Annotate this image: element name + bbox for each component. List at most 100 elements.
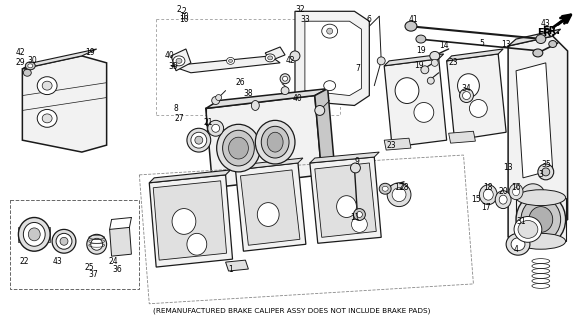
- Ellipse shape: [283, 76, 288, 81]
- Text: 15: 15: [472, 195, 481, 204]
- Polygon shape: [18, 228, 50, 242]
- Text: 40: 40: [293, 94, 303, 103]
- Polygon shape: [206, 96, 322, 188]
- Text: 8: 8: [174, 104, 178, 113]
- Polygon shape: [22, 49, 97, 69]
- Polygon shape: [310, 152, 379, 163]
- Ellipse shape: [521, 184, 545, 206]
- Ellipse shape: [514, 217, 542, 242]
- Polygon shape: [236, 158, 303, 170]
- Text: 13: 13: [501, 39, 511, 49]
- Text: 14: 14: [439, 42, 449, 51]
- Polygon shape: [315, 163, 376, 237]
- Ellipse shape: [353, 209, 366, 220]
- Text: 42: 42: [285, 56, 295, 65]
- Text: 21: 21: [204, 118, 214, 127]
- Text: 20: 20: [498, 187, 508, 196]
- Ellipse shape: [42, 114, 52, 123]
- Text: 30: 30: [27, 56, 37, 65]
- Text: 12: 12: [394, 183, 404, 192]
- Text: 5: 5: [479, 38, 484, 48]
- Text: 7: 7: [355, 64, 360, 73]
- Polygon shape: [305, 21, 362, 96]
- Ellipse shape: [60, 237, 68, 245]
- Text: 42: 42: [16, 48, 25, 57]
- Text: 36: 36: [113, 265, 122, 274]
- Ellipse shape: [265, 54, 275, 62]
- Polygon shape: [236, 163, 306, 251]
- Ellipse shape: [350, 163, 360, 173]
- Polygon shape: [449, 131, 476, 143]
- Ellipse shape: [479, 185, 497, 204]
- Polygon shape: [171, 56, 280, 73]
- Ellipse shape: [460, 89, 473, 102]
- Ellipse shape: [212, 124, 219, 132]
- Ellipse shape: [28, 228, 40, 241]
- Text: 17: 17: [481, 203, 491, 212]
- Ellipse shape: [512, 188, 519, 196]
- Text: 19: 19: [414, 61, 424, 70]
- Text: 27: 27: [174, 114, 184, 123]
- Ellipse shape: [187, 233, 207, 255]
- Ellipse shape: [18, 218, 50, 251]
- Ellipse shape: [23, 222, 45, 246]
- Ellipse shape: [521, 198, 560, 241]
- Text: 10: 10: [179, 12, 189, 21]
- Text: 6: 6: [367, 15, 371, 24]
- Ellipse shape: [352, 217, 367, 232]
- Ellipse shape: [261, 126, 289, 158]
- Text: 29: 29: [16, 58, 25, 67]
- Ellipse shape: [463, 92, 470, 100]
- Ellipse shape: [511, 238, 525, 251]
- Polygon shape: [109, 228, 132, 256]
- Ellipse shape: [25, 62, 35, 70]
- Ellipse shape: [187, 128, 211, 152]
- Ellipse shape: [212, 97, 219, 105]
- Ellipse shape: [414, 102, 433, 122]
- Ellipse shape: [322, 24, 338, 38]
- Ellipse shape: [268, 56, 273, 60]
- Ellipse shape: [91, 238, 102, 250]
- Ellipse shape: [255, 120, 295, 164]
- Ellipse shape: [42, 81, 52, 90]
- Ellipse shape: [252, 100, 259, 110]
- Ellipse shape: [326, 28, 333, 34]
- Ellipse shape: [549, 41, 557, 47]
- Ellipse shape: [257, 203, 279, 227]
- Polygon shape: [295, 11, 369, 106]
- Ellipse shape: [191, 132, 207, 148]
- Text: 19: 19: [85, 48, 95, 57]
- Bar: [11, 200, 139, 289]
- Polygon shape: [310, 157, 381, 243]
- Polygon shape: [149, 175, 232, 267]
- Ellipse shape: [324, 81, 336, 91]
- Text: 9: 9: [355, 157, 360, 166]
- Text: FR.: FR.: [542, 26, 560, 36]
- Ellipse shape: [37, 109, 57, 127]
- Text: 3: 3: [538, 170, 543, 180]
- Polygon shape: [226, 153, 249, 164]
- Polygon shape: [240, 170, 300, 245]
- Text: 37: 37: [89, 270, 99, 279]
- Text: 38: 38: [243, 89, 253, 98]
- Ellipse shape: [195, 136, 203, 144]
- Ellipse shape: [290, 51, 300, 61]
- Ellipse shape: [495, 191, 511, 209]
- Ellipse shape: [457, 74, 479, 98]
- Text: (REMANUFACTURED BRAKE CALIPER ASSY DOES NOT INCLUDE BRAKE PADS): (REMANUFACTURED BRAKE CALIPER ASSY DOES …: [153, 308, 431, 314]
- Ellipse shape: [536, 35, 546, 44]
- Ellipse shape: [216, 95, 222, 100]
- Text: 13: 13: [503, 164, 513, 172]
- Polygon shape: [516, 198, 566, 241]
- Ellipse shape: [226, 57, 235, 64]
- Polygon shape: [22, 56, 106, 152]
- Ellipse shape: [23, 69, 31, 76]
- Text: 18: 18: [484, 183, 493, 192]
- Text: 39: 39: [168, 62, 178, 71]
- Ellipse shape: [516, 193, 566, 246]
- Ellipse shape: [499, 195, 507, 204]
- Text: FR.: FR.: [537, 28, 555, 38]
- Ellipse shape: [506, 233, 530, 255]
- Polygon shape: [447, 54, 506, 140]
- Ellipse shape: [518, 220, 538, 238]
